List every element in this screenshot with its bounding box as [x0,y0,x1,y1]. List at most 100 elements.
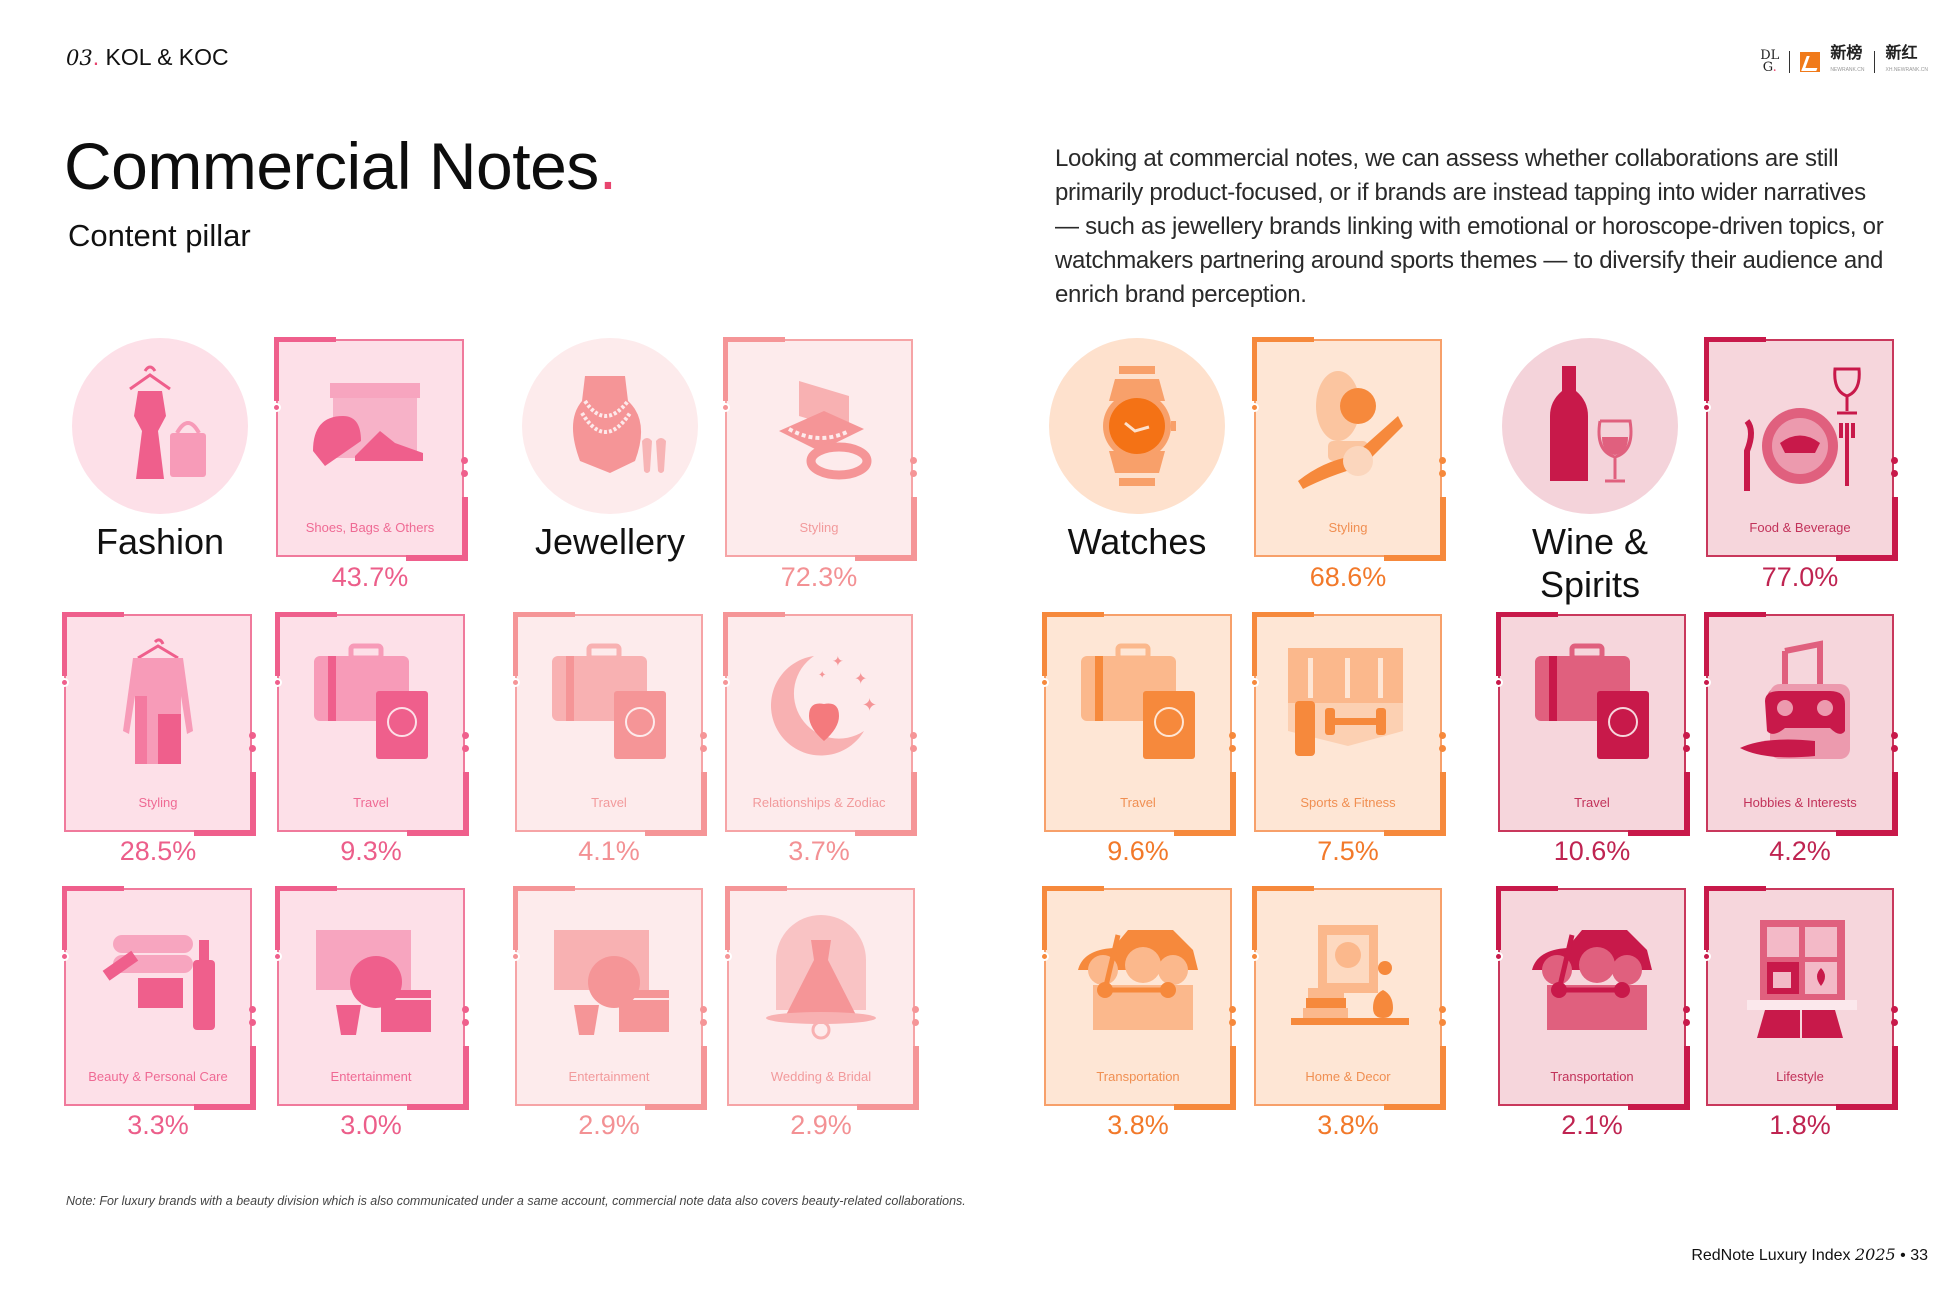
pillar-card: Lifestyle [1702,886,1898,1110]
plate-cutlery-wine-icon [1744,367,1861,491]
pillar-card: Travel [511,612,707,836]
jewellery-circle [522,338,698,514]
pillar-card: Entertainment [273,886,469,1110]
wristwatch-icon [1103,366,1176,486]
shoebox-sneaker-cap-icon [313,383,423,466]
window-coffee-book-icon [1747,920,1857,1038]
pillar-value: 3.3% [127,1110,189,1140]
pillar-label: Wedding & Bridal [770,1069,872,1084]
pillar-card: Transportation [1040,886,1236,1110]
pillar-label: Travel [353,795,389,810]
svg-text:✦: ✦ [862,695,877,715]
pillar-value: 2.9% [790,1110,852,1140]
section-title: KOL & KOC [105,44,229,70]
suitcase-passport-icon [1081,643,1195,759]
pillar-value: 43.7% [331,562,409,592]
svg-text:✦: ✦ [818,670,826,681]
pillar-value: 9.6% [1107,836,1169,866]
car-scooter-icon [1078,930,1198,1030]
category-watches: Watches [1067,521,1207,562]
pillar-card: Travel [1040,612,1236,836]
dress-handbag-icon [129,365,206,479]
partner-logos: DL G. 新榜 NEWRANK.CN 新红 XH.NEWRANK.CN [1760,46,1928,78]
pillar-card: Home & Decor [1250,886,1446,1110]
pillar-label: Entertainment [330,1069,412,1084]
pillar-value: 4.2% [1769,836,1831,866]
footnote: Note: For luxury brands with a beauty di… [66,1194,966,1208]
pillar-label: Travel [1574,795,1610,810]
pillar-value: 1.8% [1769,1110,1831,1140]
pillar-card: Styling [721,337,917,561]
film-popcorn-clapper-icon [316,930,431,1035]
watches-circle [1049,338,1225,514]
suitcase-passport-icon [1535,643,1649,759]
pillar-card: Styling [60,612,256,836]
pillar-label: Lifestyle [1776,1069,1824,1084]
wedding-dress-ring-icon [766,915,876,1040]
pillar-card: Hobbies & Interests [1702,612,1898,836]
publication-year: 2025 [1854,1245,1896,1264]
pillar-value: 28.5% [119,836,197,866]
pillar-label: Relationships & Zodiac [752,795,886,810]
section-label: 03. KOL & KOC [66,44,229,70]
pillar-label: Travel [1120,795,1156,810]
pillar-value: 68.6% [1309,562,1387,592]
svg-text:✦: ✦ [854,671,867,688]
car-scooter-icon [1532,930,1652,1030]
pillar-card: Styling [1250,337,1446,561]
pillar-value: 77.0% [1761,562,1839,592]
category-wine-spirits: Wine & Spirits [1531,521,1649,605]
pillar-card: Entertainment [511,886,707,1110]
necklace-bust-earrings-icon [572,376,666,473]
pillar-label: Home & Decor [1305,1069,1391,1084]
pillar-label: Styling [138,795,178,810]
pillar-label: Entertainment [568,1069,650,1084]
pillar-value: 72.3% [780,562,858,592]
intro-paragraph: Looking at commercial notes, we can asse… [1055,145,1884,308]
fashion-circle [72,338,248,514]
category-jewellery: Jewellery [534,521,686,562]
pillar-card: Wedding & Bridal [723,886,919,1110]
pillar-card: ✦ ✦ ✦ ✦ Relationships & Zodiac [721,612,917,836]
pillar-value: 7.5% [1317,836,1379,866]
suitcase-passport-icon [552,643,666,759]
page-number: 33 [1910,1247,1928,1264]
jewelry-box-bracelet-icon [779,381,872,480]
pillar-label: Shoes, Bags & Others [305,520,435,535]
pillar-card: Travel [273,612,469,836]
wine-bottle-glass-icon [1550,366,1633,483]
pillar-value: 3.8% [1317,1110,1379,1140]
section-number: 03 [66,46,93,70]
pillar-label: Transportation [1096,1069,1180,1084]
page-footer: RedNote Luxury Index 2025 • 33 [1691,1245,1928,1264]
page-subtitle: Content pillar [68,218,251,253]
dumbbell-bottle-icon [1288,648,1403,756]
publication-name: RedNote Luxury Index [1691,1247,1851,1264]
dlg-logo: DL G. [1760,48,1780,75]
pillar-value: 3.0% [340,1110,402,1140]
frame-vase-books-icon [1291,925,1409,1025]
pillar-value: 10.6% [1553,836,1631,866]
page-title: Commercial Notes. [64,129,617,203]
gamepad-music-brush-icon [1740,640,1850,759]
pillar-value: 3.7% [788,836,850,866]
pillar-value: 2.1% [1561,1110,1623,1140]
newrank-logo: 新榜 NEWRANK.CN [1830,45,1865,74]
pillar-label: Food & Beverage [1749,520,1851,535]
wine-spirits-circle [1502,338,1678,514]
pillar-label: Beauty & Personal Care [88,1069,228,1084]
category-fashion: Fashion [95,521,225,562]
pillar-value: 4.1% [578,836,640,866]
pillar-label: Styling [1328,520,1368,535]
moon-heart-stars-icon: ✦ ✦ ✦ ✦ [770,653,877,756]
cosmetics-serum-icon [102,935,215,1030]
xinhong-logo: 新红 XH.NEWRANK.CN [1885,45,1928,74]
pillar-value: 9.3% [340,836,402,866]
svg-text:✦: ✦ [832,653,844,669]
logo-divider [1874,51,1876,73]
watches-display-icon [1298,371,1403,489]
logo-divider [1789,51,1791,73]
pillar-value: 2.9% [578,1110,640,1140]
coat-hanger-icon [123,638,193,764]
film-popcorn-clapper-icon [554,930,669,1035]
